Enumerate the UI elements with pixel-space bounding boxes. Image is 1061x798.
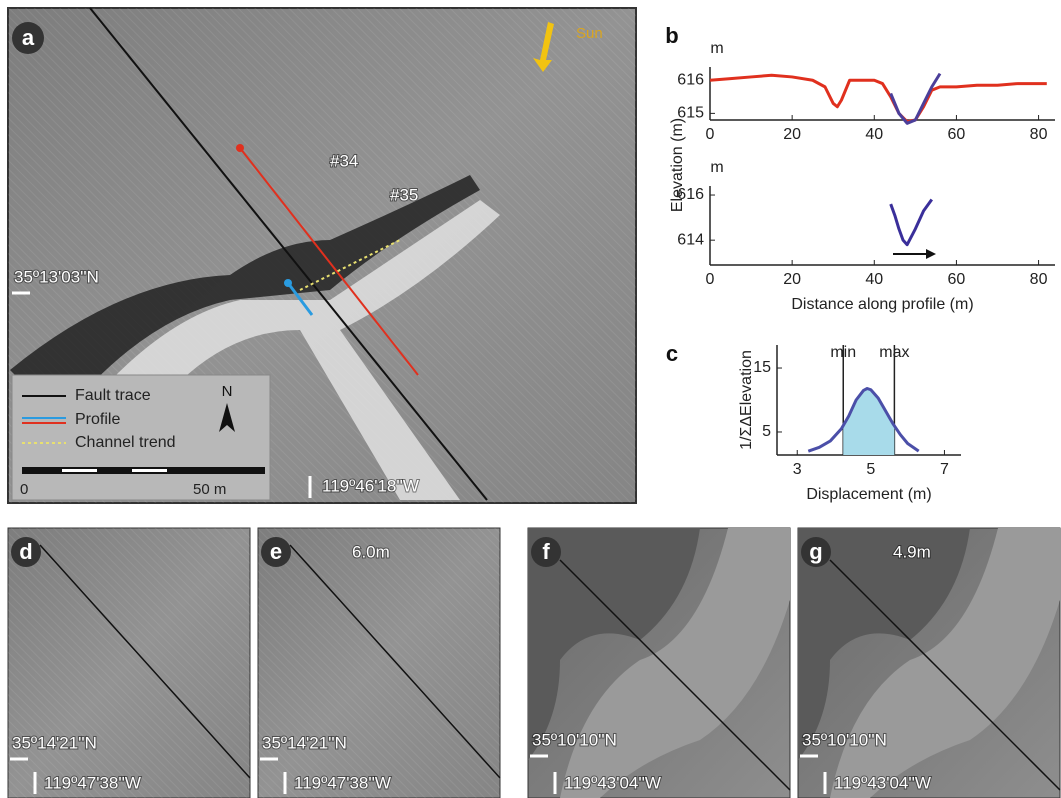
panel-e: e 6.0m 35º14'21''N 119º47'38''W: [257, 527, 501, 798]
x-tick-label: 20: [783, 271, 801, 288]
longitude: 119º47'38''W: [44, 773, 141, 792]
y-tick-label: 5: [762, 423, 771, 440]
y-unit: m: [710, 40, 723, 57]
panel-letter: d: [19, 539, 32, 564]
legend-label: Profile: [75, 411, 120, 428]
offset-label: 4.9m: [893, 542, 931, 561]
y-tick-label: 615: [677, 105, 704, 122]
feature-label: #35: [390, 185, 418, 204]
y-axis-label: 1/ΣΔElevation: [738, 350, 755, 450]
feature-label: #34: [330, 151, 358, 170]
x-tick-label: 3: [793, 461, 802, 478]
latitude: 35º14'21''N: [12, 733, 97, 752]
x-tick-label: 0: [706, 271, 715, 288]
panel-letter: e: [270, 539, 282, 564]
longitude: 119º43'04''W: [564, 773, 661, 792]
longitude: 119º46'18''W: [322, 476, 419, 495]
offset-label: 6.0m: [352, 542, 390, 561]
sun-label: Sun: [576, 25, 603, 42]
panel-letter: g: [809, 539, 822, 564]
line: [807, 386, 920, 453]
line: [889, 72, 942, 125]
line: [709, 73, 1047, 124]
latitude: 35º10'10''N: [532, 730, 617, 749]
latitude: 35º13'03''N: [14, 267, 99, 286]
x-tick-label: 80: [1030, 271, 1048, 288]
legend-label: Channel trend: [75, 434, 176, 451]
panel-f: f 35º10'10''N 119º43'04''W: [527, 527, 791, 798]
north-label: N: [222, 383, 233, 400]
x-axis-label: Distance along profile (m): [791, 296, 973, 313]
line: [889, 198, 933, 247]
panel-d: d 35º14'21''N 119º47'38''W: [7, 527, 251, 798]
panel-letter: c: [666, 341, 678, 366]
latitude: 35º10'10''N: [802, 730, 887, 749]
x-tick-label: 20: [783, 126, 801, 143]
x-tick-label: 5: [866, 461, 875, 478]
y-tick-label: 15: [753, 359, 771, 376]
panel-g: g 4.9m 35º10'10''N 119º43'04''W: [797, 527, 1061, 798]
panel-letter: b: [665, 23, 678, 48]
latitude: 35º14'21''N: [262, 733, 347, 752]
x-tick-label: 40: [865, 126, 883, 143]
x-tick-label: 60: [948, 271, 966, 288]
scale-label: 0: [20, 481, 28, 498]
scale-label: 50 m: [193, 481, 226, 498]
x-tick-label: 60: [948, 126, 966, 143]
marker-label: min: [830, 344, 856, 361]
y-tick-label: 614: [677, 231, 704, 248]
panel-letter: a: [22, 25, 35, 50]
legend-label: Fault trace: [75, 387, 151, 404]
longitude: 119º43'04''W: [834, 773, 931, 792]
panel-a: a Sun #34 #35 35º13'03''N 119º46'18''W F…: [7, 7, 637, 504]
x-tick-label: 80: [1030, 126, 1048, 143]
y-tick-label: 616: [677, 71, 704, 88]
panel-letter: f: [542, 539, 550, 564]
y-tick-label: 616: [677, 186, 704, 203]
x-tick-label: 40: [865, 271, 883, 288]
longitude: 119º47'38''W: [294, 773, 391, 792]
y-unit: m: [710, 159, 723, 176]
y-axis-label: Elevation (m): [669, 118, 686, 212]
x-tick-label: 7: [940, 461, 949, 478]
marker-label: max: [879, 344, 909, 361]
x-tick-label: 0: [706, 126, 715, 143]
x-axis-label: Displacement (m): [806, 486, 931, 503]
